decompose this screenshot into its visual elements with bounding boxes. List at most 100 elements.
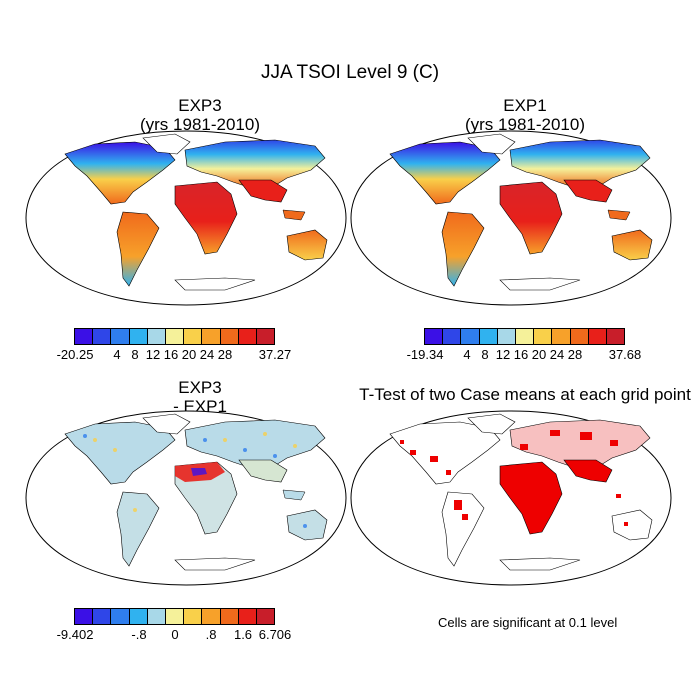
colorbar-exp1 [424,328,626,345]
colorbar-swatch [569,328,589,345]
panel-title-exp3: EXP3 (yrs 1981-2010) [50,96,350,134]
colorbar-label: -20.25 [56,347,94,362]
colorbar-label: -.8 [131,627,147,642]
colorbar-label: 24 [549,347,565,362]
colorbar-diff [74,608,276,625]
colorbar-swatch [92,608,112,625]
panel-title-line1: EXP3 [178,96,222,115]
continent-north-america [64,421,176,485]
continent-greenland [142,133,191,155]
continent-australia [611,509,653,541]
continent-eurasia [184,419,326,469]
colorbar-swatch [146,608,166,625]
map-ttest [350,410,672,586]
continent-south-asia [563,459,613,483]
colorbar-label: -19.34 [406,347,444,362]
colorbar-swatch [587,328,607,345]
colorbar-swatch [183,608,203,625]
colorbar-swatch [201,608,221,625]
footnote: Cells are significant at 0.1 level [438,615,618,630]
colorbar-label: 28 [217,347,233,362]
continent-north-america [389,421,501,485]
colorbar-label: 8 [131,347,139,362]
colorbar-label: -9.402 [56,627,94,642]
colorbar-swatch [128,608,148,625]
colorbar-swatch [201,328,221,345]
colorbar-swatch [74,328,94,345]
colorbar-swatch [255,608,276,625]
colorbar-swatch [128,328,148,345]
continent-south-america [116,211,160,287]
panel-title-exp1: EXP1 (yrs 1981-2010) [375,96,675,134]
panel-title-ttest: T-Test of two Case means at each grid po… [350,385,700,404]
continent-australia [611,229,653,261]
colorbar-swatch [74,608,94,625]
continent-south-asia [238,459,288,483]
colorbar-swatch [255,328,276,345]
colorbar-label: 1.6 [233,627,253,642]
colorbar-label: 16 [513,347,529,362]
colorbar-swatch [237,328,257,345]
continent-eurasia [184,139,326,189]
continent-eurasia [509,419,651,469]
colorbar-exp3 [74,328,276,345]
colorbar-swatch [110,608,130,625]
continent-north-america [389,141,501,205]
continent-greenland [467,133,516,155]
continent-south-america [441,211,485,287]
panel-title-line1: T-Test of two Case means at each grid po… [359,385,691,404]
colorbar-label: 0 [171,627,179,642]
continent-africa [174,181,238,255]
colorbar-swatch [110,328,130,345]
colorbar-swatch [146,328,166,345]
colorbar-label: 16 [163,347,179,362]
map-exp3 [25,130,347,306]
colorbar-swatch [92,328,112,345]
colorbar-label: 12 [145,347,161,362]
continent-africa [499,181,563,255]
figure-title: JJA TSOI Level 9 (C) [260,62,440,83]
continent-south-america [441,491,485,567]
continent-south-asia [238,179,288,203]
colorbar-swatch [533,328,553,345]
colorbar-label: .8 [205,627,217,642]
colorbar-label: 12 [495,347,511,362]
colorbar-label: 4 [113,347,121,362]
panel-title-line2: (yrs 1981-2010) [139,115,260,134]
colorbar-swatch [514,328,535,345]
colorbar-swatch [219,328,239,345]
continent-north-america [64,141,176,205]
colorbar-label: 6.706 [258,627,292,642]
colorbar-swatch [164,328,185,345]
colorbar-label: 24 [199,347,215,362]
colorbar-label: 28 [567,347,583,362]
colorbar-swatch [551,328,571,345]
map-exp1 [350,130,672,306]
colorbar-label: 4 [463,347,471,362]
colorbar-swatch [237,608,257,625]
colorbar-swatch [183,328,203,345]
colorbar-label: 8 [481,347,489,362]
significant-region-africa [499,461,563,535]
colorbar-label: 37.27 [258,347,292,362]
continent-australia [286,509,328,541]
continent-greenland [467,413,516,435]
colorbar-label: 20 [181,347,197,362]
continent-greenland [142,413,191,435]
colorbar-swatch [478,328,498,345]
panel-title-line1: EXP3 [178,378,222,397]
continent-australia [286,229,328,261]
colorbar-swatch [496,328,516,345]
continent-south-america [116,491,160,567]
colorbar-label: 20 [531,347,547,362]
panel-title-line1: EXP1 [503,96,547,115]
continent-eurasia [509,139,651,189]
continent-south-asia [563,179,613,203]
colorbar-swatch [164,608,185,625]
colorbar-swatch [442,328,462,345]
map-diff [25,410,347,586]
colorbar-swatch [460,328,480,345]
panel-title-line2: (yrs 1981-2010) [464,115,585,134]
colorbar-label: 37.68 [608,347,642,362]
colorbar-swatch [219,608,239,625]
